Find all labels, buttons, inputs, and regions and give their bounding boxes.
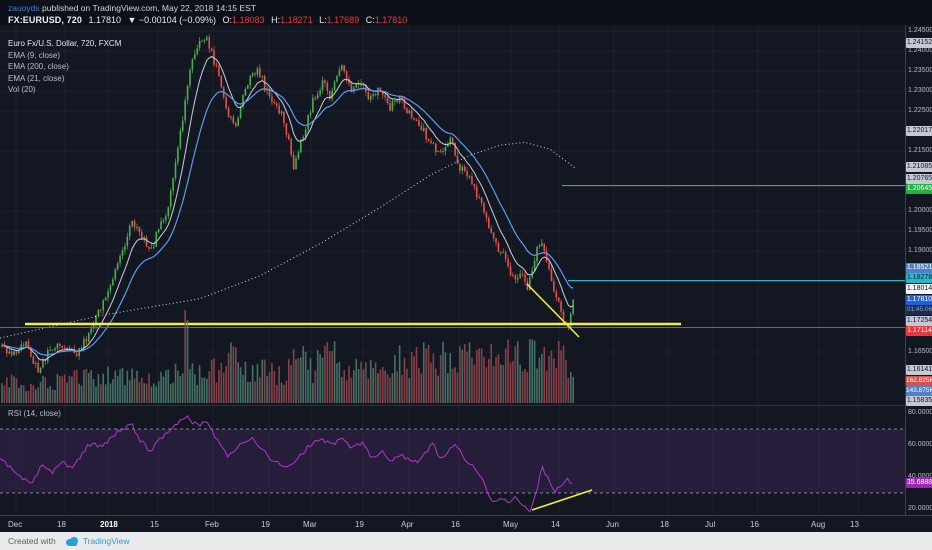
axis-tick-label: 80.0000 — [908, 409, 932, 416]
open-label: O: — [222, 15, 232, 25]
time-axis-label: 2018 — [100, 520, 118, 529]
symbol-label: FX:EURUSD, 720 — [8, 15, 82, 25]
close-label: C: — [365, 15, 375, 25]
legend-rsi[interactable]: RSI (14, close) — [8, 409, 61, 418]
price-change: ▼ −0.00104 (−0.09%) — [127, 15, 216, 25]
last-price: 1.17810 — [88, 15, 121, 25]
axis-tick-label: 1.19000 — [908, 247, 932, 254]
axis-price-badge: 1.18278 — [906, 273, 932, 283]
axis-price-badge: 1.18521 — [906, 263, 932, 273]
time-axis-label: Mar — [303, 520, 317, 529]
axis-price-badge: 1.18014 — [906, 284, 932, 294]
axis-price-badge: 1.22017 — [906, 126, 932, 136]
time-axis-label: Jul — [705, 520, 716, 529]
low-value: 1.17689 — [326, 15, 360, 25]
axis-tick-label: 1.24500 — [908, 27, 932, 34]
axis-tick-label: 1.16500 — [908, 348, 932, 355]
axis-tick-label: 1.19500 — [908, 227, 932, 234]
axis-tick-label: 1.21500 — [908, 147, 932, 154]
publish-text: published on TradingView.com, May 22, 20… — [39, 3, 256, 13]
time-axis-label: 15 — [150, 520, 159, 529]
chart-canvas[interactable] — [0, 0, 905, 550]
time-axis-label: Jun — [606, 520, 619, 529]
time-axis-label: 18 — [57, 520, 66, 529]
time-axis-label: Aug — [811, 520, 826, 529]
axis-price-badge: 143.875K — [906, 386, 932, 396]
pane-divider[interactable] — [0, 405, 905, 406]
axis-price-badge: 1.16141 — [906, 365, 932, 375]
legend-ema200[interactable]: EMA (200, close) — [8, 62, 69, 71]
axis-price-badge: 1.20765 — [906, 174, 932, 184]
legend-ema9[interactable]: EMA (9, close) — [8, 50, 61, 60]
axis-price-badge: 35.6888 — [906, 478, 932, 488]
axis-tick-label: 1.24000 — [908, 47, 932, 54]
publish-info: zauoyds published on TradingView.com, Ma… — [0, 0, 932, 13]
axis-tick-label: 20.0000 — [908, 505, 932, 512]
axis-price-badge: 162.825K — [906, 376, 932, 386]
axis-tick-label: 60.0000 — [908, 441, 932, 448]
high-value: 1.18271 — [280, 15, 313, 25]
created-with-text: Created with — [8, 536, 56, 546]
time-axis-label: May — [503, 520, 519, 529]
axis-price-badge: 1.17114 — [906, 326, 932, 336]
axis-tick-label: 1.23500 — [908, 67, 932, 74]
axis-price-badge: 1.21085 — [906, 162, 932, 172]
axis-price-badge: 1.20645 — [906, 184, 932, 194]
username-link[interactable]: zauoyds — [8, 3, 40, 13]
time-axis-label: Dec — [8, 520, 23, 529]
time-axis-label: 14 — [551, 520, 560, 529]
time-axis-label: 19 — [261, 520, 270, 529]
axis-tick-label: 40.0000 — [908, 473, 932, 480]
time-axis-label: Apr — [401, 520, 414, 529]
tradingview-brand-label: TradingView — [82, 536, 130, 546]
legend-symbol[interactable]: Euro Fx/U.S. Dollar, 720, FXCM — [8, 39, 122, 48]
axis-tick-label: 1.23000 — [908, 87, 932, 94]
axis-tick-label: 1.22500 — [908, 107, 932, 114]
axis-tick-label: 1.20000 — [908, 207, 932, 214]
axis-price-badge: 1.17810 — [906, 295, 932, 305]
axis-price-badge: 1.17254 — [906, 316, 932, 326]
legend-ema21[interactable]: EMA (21, close) — [8, 73, 65, 83]
close-value: 1.17810 — [374, 15, 408, 25]
time-axis[interactable]: Dec 18 2018 15 Feb 19 Mar 19 Apr 16 May 14 Jun 18 Jul 1… — [0, 515, 932, 533]
time-axis-label: 16 — [451, 520, 460, 529]
tradingview-logo-icon — [65, 536, 79, 546]
legend-vol[interactable]: Vol (20) — [8, 85, 36, 94]
symbol-ohlc-row: FX:EURUSD, 720 1.17810 ▼ −0.00104 (−0.09… — [0, 13, 932, 25]
time-axis-label: 13 — [850, 520, 859, 529]
axis-price-badge: 1.24152 — [906, 38, 932, 48]
indicator-legend: Euro Fx/U.S. Dollar, 720, FXCM EMA (9, c… — [8, 38, 121, 96]
time-axis-label: Feb — [205, 520, 219, 529]
high-label: H: — [271, 15, 281, 25]
open-value: 1.18083 — [232, 15, 265, 25]
low-label: L: — [319, 15, 327, 25]
footer-bar: Created with TradingView — [0, 532, 932, 550]
chart-header: zauoyds published on TradingView.com, Ma… — [0, 0, 932, 25]
tradingview-brand-link[interactable]: TradingView — [65, 536, 130, 546]
axis-price-badge: 01:45:06 — [906, 305, 932, 315]
time-axis-label: 16 — [750, 520, 759, 529]
axis-price-badge: 1.15835 — [906, 396, 932, 406]
time-axis-label: 18 — [660, 520, 669, 529]
price-axis[interactable]: 1.24500 1.24000 1.23500 1.23000 1.22500 1.215… — [905, 25, 932, 515]
time-axis-label: 19 — [355, 520, 364, 529]
